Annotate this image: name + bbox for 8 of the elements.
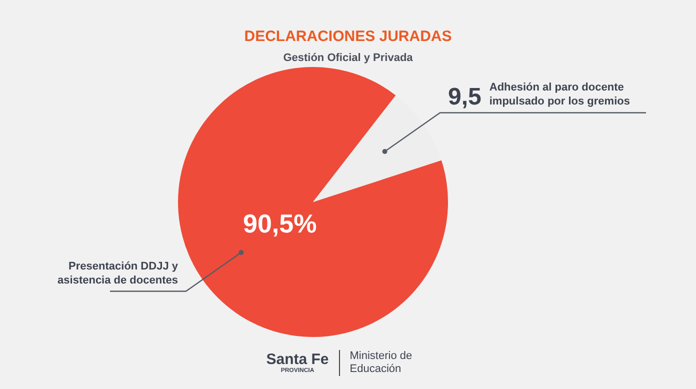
chart-subtitle: Gestión Oficial y Privada bbox=[282, 52, 414, 64]
text: Ministerio de Educación bbox=[338, 350, 430, 376]
slice-label: Presentación DDJJ y asistencia de docentes bbox=[58, 260, 179, 286]
data-label: 9,5 bbox=[448, 84, 482, 111]
chart-title: DECLARACIONES JURADAS bbox=[243, 28, 453, 45]
slice-label: Adhesión al paro docente impulsado por los gremios bbox=[489, 82, 630, 108]
data-label: 90,5% bbox=[243, 208, 317, 238]
text: Santa Fe bbox=[266, 351, 329, 368]
